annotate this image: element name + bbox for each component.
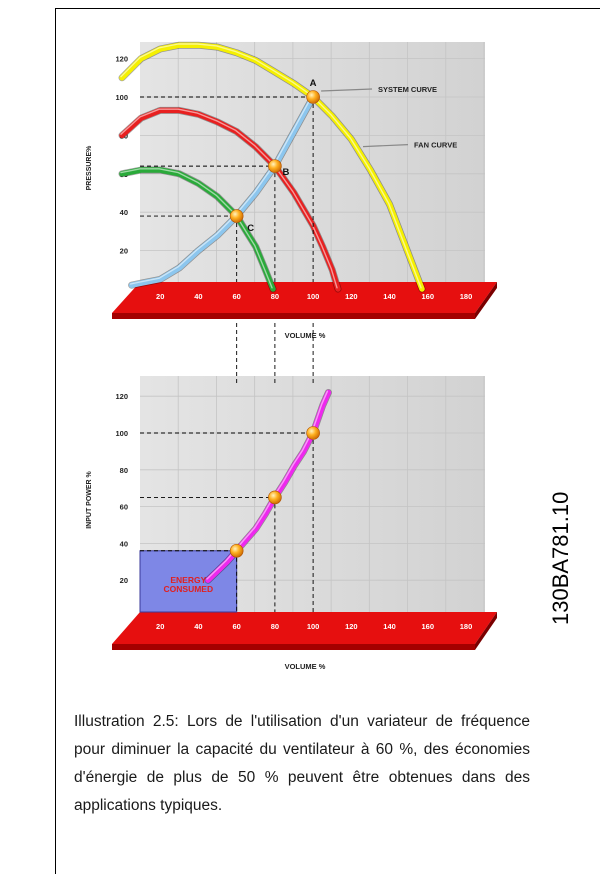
power-chart-xtick-120: 120 [345,622,358,631]
pressure-chart-xtick-100: 100 [307,292,320,301]
connector-lines [236,323,314,386]
fan-curve-annotation: FAN CURVE [414,141,457,150]
pressure-chart-xtick-0: 0 [116,292,120,301]
energy-consumed-box [139,550,238,613]
power-chart-xtick-100: 100 [307,622,320,631]
power-chart-ytick-60: 60 [120,503,128,512]
input-power-chart: 20 40 60 80 100 120 0 20 40 60 80 100 120 140 160 180 IN… [86,376,497,671]
operating-point-C [229,209,244,223]
figure-caption: Illustration 2.5: Lors de l'utilisation … [74,713,530,814]
power-chart-ytick-40: 40 [120,539,128,548]
pressure-chart-xtick-180: 180 [460,292,473,301]
power-chart-ytick-100: 100 [115,429,128,438]
pressure-chart-x-axis-label: VOLUME % [285,331,326,340]
power-chart-x-axis-label: VOLUME % [285,662,326,671]
fan-curve-leader [362,144,409,148]
energy-consumed-label-1: ENERGY [170,575,206,585]
power-chart-xtick-180: 180 [460,622,473,631]
power-chart-xtick-80: 80 [271,622,279,631]
system-curve-series-highlight [129,95,313,285]
pressure-chart-xtick-160: 160 [422,292,435,301]
pressure-chart-floor-side [475,282,497,319]
system-curve-series [128,94,316,288]
power-chart-floor-side [475,612,497,650]
pressure-chart-xtick-20: 20 [156,292,164,301]
system-curve-annotation: SYSTEM CURVE [378,85,437,94]
pressure-chart-floor-front [112,313,475,319]
power-chart-floor-front [112,644,475,650]
pressure-chart-xtick-120: 120 [345,292,358,301]
point-label-B: B [282,167,289,178]
pressure-chart-ytick-120: 120 [115,55,128,64]
power-point-1 [229,543,244,558]
power-chart-y-axis-label: INPUT POWER % [86,470,93,528]
power-chart-xtick-60: 60 [232,622,240,631]
power-chart-xtick-40: 40 [194,622,202,631]
power-chart-xtick-20: 20 [156,622,164,631]
power-chart-ytick-120: 120 [115,392,128,401]
pressure-chart-floor-top [112,282,497,313]
pressure-chart-xtick-80: 80 [271,292,279,301]
frame-top-border [55,8,600,9]
fan-curve-100-series-highlight [120,43,422,289]
power-point-3 [306,426,320,440]
fan-curve-60-series-highlight [120,168,273,289]
operating-point-B [268,159,282,173]
fan-energy-figure: 20 40 60 80 100 120 0 20 40 60 80 100 120 140 160 180 PR… [86,41,497,671]
pressure-chart-ytick-100: 100 [115,93,128,102]
pressure-chart-xtick-60: 60 [232,292,240,301]
operating-point-A [306,90,320,104]
pressure-chart-y-axis-label: PRESSURE% [86,145,93,191]
frame-left-border [55,8,56,874]
energy-consumed-label-2: CONSUMED [164,584,214,594]
pressure-chart-ytick-20: 20 [120,247,128,256]
pressure-chart-plot-wall [140,42,485,282]
point-label-A: A [310,78,317,89]
power-chart-xtick-160: 160 [422,622,435,631]
system-curve-leader [321,88,373,92]
pressure-chart-xtick-140: 140 [383,292,396,301]
pressure-chart-xtick-40: 40 [194,292,202,301]
power-chart-xtick-0: 0 [116,622,120,631]
power-chart-floor-top [112,612,497,644]
fan-curve-80-series-highlight [120,108,338,289]
power-chart-xtick-140: 140 [383,622,396,631]
figure-code: 130BA781.10 [548,491,573,625]
power-point-2 [268,490,282,505]
point-label-C: C [247,223,254,234]
power-chart-ytick-80: 80 [120,466,128,475]
pressure-chart-ytick-40: 40 [120,208,128,217]
power-chart-ytick-20: 20 [120,576,128,585]
